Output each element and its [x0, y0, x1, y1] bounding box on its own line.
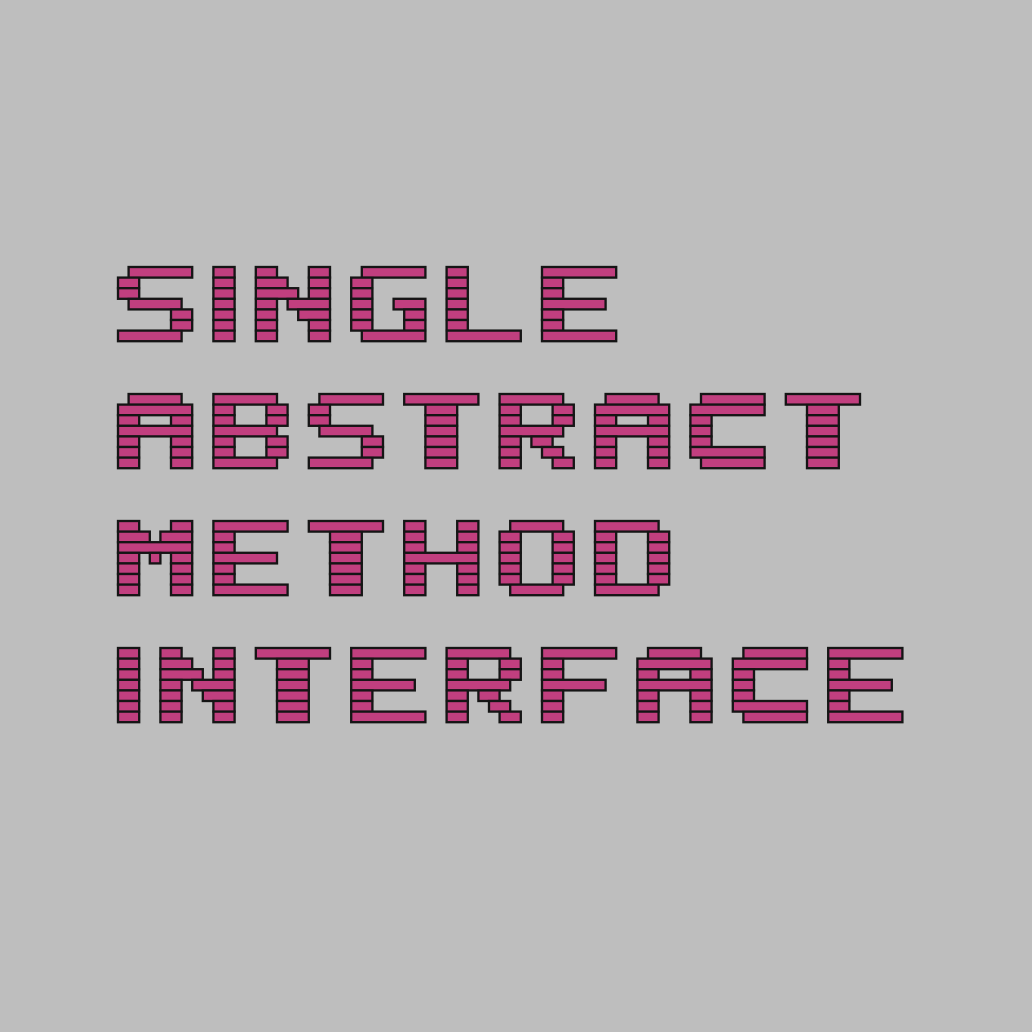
glyph-c — [731, 646, 809, 724]
glyph-d — [593, 519, 671, 597]
glyph-n — [254, 265, 332, 343]
glyph-i — [116, 646, 141, 724]
title-line-3: METHOD — [116, 519, 718, 601]
glyph-s — [307, 392, 385, 470]
title-line-4-glyphs — [116, 646, 904, 724]
glyph-r — [498, 392, 575, 470]
glyph-e — [212, 519, 289, 597]
glyph-e — [827, 646, 904, 724]
glyph-a — [636, 646, 713, 724]
glyph-l — [445, 265, 522, 343]
glyph-r — [445, 646, 522, 724]
title-line-2-glyphs — [116, 392, 862, 470]
title-line-4: INTERFACE — [116, 646, 904, 728]
glyph-t — [254, 646, 332, 724]
title-line-2: ABSTRACT — [116, 392, 862, 474]
glyph-h — [403, 519, 480, 597]
glyph-e — [540, 265, 618, 343]
glyph-n — [159, 646, 236, 724]
glyph-t — [784, 392, 862, 470]
glyph-o — [498, 519, 575, 597]
glyph-m — [116, 519, 194, 597]
glyph-e — [350, 646, 427, 724]
glyph-f — [540, 646, 618, 724]
title-line-3-glyphs — [116, 519, 671, 597]
glyph-a — [593, 392, 671, 470]
title-line-1: SINGLE — [116, 265, 718, 347]
glyph-g — [350, 265, 427, 343]
glyph-i — [212, 265, 236, 343]
glyph-s — [116, 265, 194, 343]
glyph-c — [689, 392, 766, 470]
glyph-t — [403, 392, 480, 470]
glyph-t — [307, 519, 385, 597]
glyph-b — [212, 392, 289, 470]
glyph-a — [116, 392, 194, 470]
title-line-1-glyphs — [116, 265, 618, 343]
pixel-title: SINGLE ABSTRACT METHOD INTERFACE — [116, 265, 904, 728]
